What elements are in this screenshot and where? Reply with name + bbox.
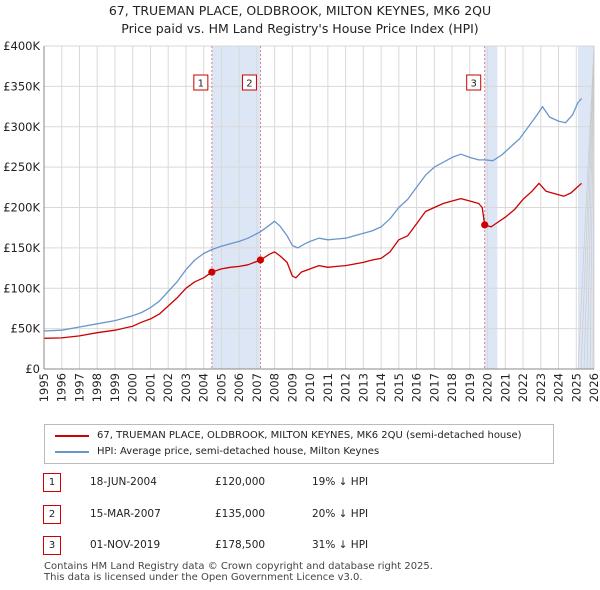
transaction-price: £120,000 (215, 476, 266, 488)
x-tick-label: 2008 (268, 373, 282, 402)
x-tick-label: 2000 (126, 373, 140, 402)
transaction-row: 3 01-NOV-2019 £178,500 31% ↓ HPI (0, 535, 600, 555)
y-tick-label: £300K (3, 120, 40, 134)
y-tick-label: £350K (3, 79, 40, 93)
x-tick-label: 2011 (321, 373, 335, 402)
x-tick-label: 2016 (410, 373, 424, 402)
series-line-hpi (43, 98, 583, 332)
legend-swatch-property (55, 435, 89, 437)
price-chart: £0 £50K £100K £150K £200K £250K £300K £350K £400… (3, 39, 600, 402)
x-tick-label: 2002 (161, 373, 175, 402)
legend-label-property: 67, TRUEMAN PLACE, OLDBROOK, MILTON KEYN… (97, 430, 522, 441)
title-line-1: 67, TRUEMAN PLACE, OLDBROOK, MILTON KEYN… (108, 3, 492, 18)
x-tick-label: 2013 (356, 373, 370, 402)
x-tick-label: 2017 (427, 373, 441, 402)
sale-point (208, 268, 216, 276)
x-tick-label: 2021 (498, 373, 512, 402)
forecast-hatch (583, 45, 595, 370)
y-tick-label: £0 (25, 362, 40, 376)
chart-title: 67, TRUEMAN PLACE, OLDBROOK, MILTON KEYN… (0, 2, 600, 38)
forecast-hatch (577, 45, 595, 370)
transaction-hpi-diff: 19% ↓ HPI (312, 476, 369, 488)
x-tick-label: 1997 (72, 373, 86, 402)
footer-line-1: Contains HM Land Registry data © Crown c… (44, 561, 433, 572)
x-tick-label: 2009 (285, 373, 299, 402)
x-tick-label: 2001 (143, 373, 157, 402)
x-tick-label: 2025 (569, 373, 583, 402)
transaction-row: 2 15-MAR-2007 £135,000 20% ↓ HPI (0, 504, 600, 524)
forecast-hatch (589, 45, 595, 370)
title-line-2: Price paid vs. HM Land Registry's House … (121, 21, 479, 36)
series-line-property (43, 182, 583, 339)
x-tick-label: 2023 (534, 373, 548, 402)
y-tick-label: £200K (3, 201, 40, 215)
x-tick-label: 1995 (37, 373, 51, 402)
footer-attribution: Contains HM Land Registry data © Crown c… (44, 561, 433, 583)
x-tick-label: 1998 (90, 373, 104, 402)
y-tick-label: £100K (3, 281, 40, 295)
x-tick-label: 1996 (55, 373, 69, 402)
x-tick-label: 2022 (516, 373, 530, 402)
transaction-hpi-diff: 31% ↓ HPI (312, 539, 369, 551)
x-tick-label: 2003 (179, 373, 193, 402)
forecast-hatch (586, 45, 595, 370)
sale-marker-label: 1 (198, 79, 204, 90)
footer-line-2: This data is licensed under the Open Gov… (44, 572, 363, 583)
y-tick-label: £250K (3, 160, 40, 174)
forecast-hatch (592, 45, 595, 370)
x-tick-label: 2024 (552, 373, 566, 402)
y-tick-label: £150K (3, 241, 40, 255)
x-tick-label: 2012 (339, 373, 353, 402)
x-tick-label: 2019 (463, 373, 477, 402)
sale-marker-label: 3 (471, 79, 477, 90)
sale-marker (466, 74, 482, 91)
y-tick-label: £400K (3, 39, 40, 53)
transaction-date: 01-NOV-2019 (90, 539, 161, 551)
legend-swatch-hpi (55, 451, 89, 453)
transaction-date: 15-MAR-2007 (90, 508, 161, 520)
x-tick-label: 2004 (197, 373, 211, 402)
transaction-date: 18-JUN-2004 (90, 476, 157, 488)
legend: 67, TRUEMAN PLACE, OLDBROOK, MILTON KEYN… (44, 424, 554, 464)
x-tick-label: 2006 (232, 373, 246, 402)
sale-point (256, 256, 265, 264)
sale-marker-label: 2 (246, 79, 252, 90)
transaction-number: 3 (43, 536, 61, 555)
transaction-hpi-diff: 20% ↓ HPI (312, 508, 369, 520)
transaction-price: £135,000 (215, 508, 266, 520)
legend-label-hpi: HPI: Average price, semi-detached house,… (97, 446, 380, 457)
x-tick-label: 1999 (108, 373, 122, 402)
transaction-price: £178,500 (215, 539, 266, 551)
x-tick-label: 2005 (214, 373, 228, 402)
forecast-hatch (580, 45, 595, 370)
transaction-number: 2 (43, 505, 61, 524)
x-tick-label: 2026 (587, 373, 600, 402)
x-tick-label: 2015 (392, 373, 406, 402)
x-tick-label: 2010 (303, 373, 317, 402)
x-tick-label: 2020 (481, 373, 495, 402)
x-tick-label: 2007 (250, 373, 264, 402)
x-tick-label: 2014 (374, 373, 388, 402)
sale-point (481, 221, 489, 229)
x-tick-label: 2018 (445, 373, 459, 402)
transaction-number: 1 (43, 473, 61, 492)
transaction-row: 1 18-JUN-2004 £120,000 19% ↓ HPI (0, 472, 600, 492)
sale-marker (241, 74, 257, 91)
y-tick-label: £50K (11, 322, 41, 336)
sale-marker (193, 74, 209, 91)
